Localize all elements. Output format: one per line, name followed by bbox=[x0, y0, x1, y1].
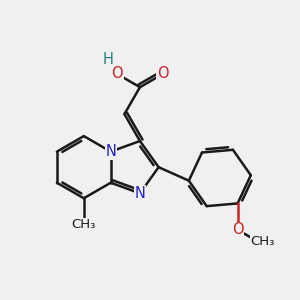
Text: O: O bbox=[157, 67, 169, 82]
Text: H: H bbox=[103, 52, 114, 67]
Text: N: N bbox=[134, 186, 146, 201]
Text: N: N bbox=[105, 144, 116, 159]
Text: CH₃: CH₃ bbox=[250, 235, 275, 248]
Text: O: O bbox=[232, 222, 244, 237]
Text: O: O bbox=[111, 67, 123, 82]
Text: CH₃: CH₃ bbox=[72, 218, 96, 231]
